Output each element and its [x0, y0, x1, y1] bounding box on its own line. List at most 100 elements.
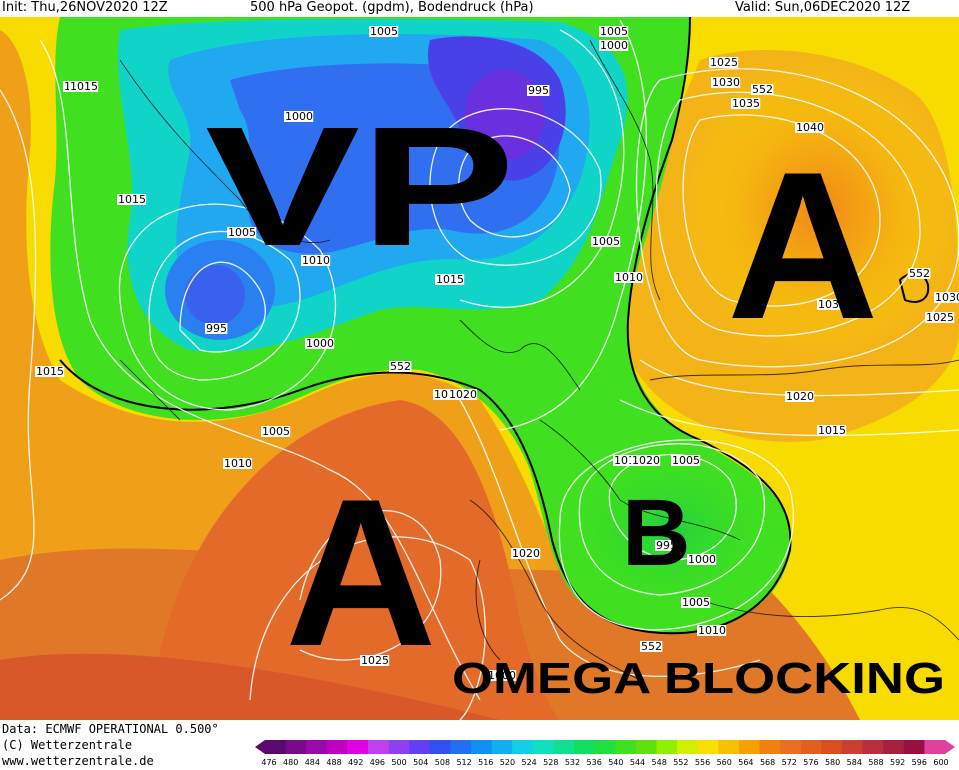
isobar-label-text: 1005: [370, 25, 398, 38]
isobar-label-text: 1025: [710, 56, 738, 69]
colorbar-tick-label: 512: [456, 758, 471, 767]
colorbar-swatch: [429, 740, 451, 754]
isobar-label: 1005: [591, 235, 621, 248]
colorbar: 476 480 484 488 492 496 500 504 508 512 516 520 524 5…: [255, 740, 955, 767]
isobar-label-text: 1005: [262, 425, 290, 438]
isobar-label-text: 1020: [786, 390, 814, 403]
colorbar-swatch: [924, 740, 946, 754]
east-high-label: A: [727, 128, 879, 363]
colorbar-swatch: [532, 740, 554, 754]
isobar-label: 552: [640, 640, 663, 653]
isobar-label: 1000: [599, 39, 629, 52]
colorbar-tick-label: 556: [695, 758, 710, 767]
isobar-label-text: 1020: [512, 547, 540, 560]
isobar-label-text: 1005: [672, 454, 700, 467]
isobar-label-text: 1010: [302, 254, 330, 267]
isobar-label: 1030: [934, 291, 959, 304]
isobar-label: 1020: [448, 388, 478, 401]
isobar-label-text: 552: [390, 360, 411, 373]
isobar-label: 1000: [284, 110, 314, 123]
colorbar-tick-label: 564: [738, 758, 753, 767]
colorbar-tick-label: 592: [890, 758, 905, 767]
isobar-label: 1030: [711, 76, 741, 89]
colorbar-tick-label: 596: [912, 758, 927, 767]
isobar-label: 1040: [795, 121, 825, 134]
isobar-label-text: 1000: [285, 110, 313, 123]
isobar-label-text: 1030: [712, 76, 740, 89]
isobar-label: 1010: [223, 457, 253, 470]
colorbar-swatch: [471, 740, 493, 754]
colorbar-swatch: [903, 740, 925, 754]
isobar-label-text: 995: [206, 322, 227, 335]
isobar-label: 552: [751, 83, 774, 96]
isobar-label: 1010: [697, 624, 727, 637]
isobar-label: 1015: [35, 365, 65, 378]
colorbar-tick-label: 488: [326, 758, 341, 767]
colorbar-tick-label: 476: [261, 758, 276, 767]
colorbar-tick-label: 500: [391, 758, 406, 767]
isobar-label-text: 1015: [818, 424, 846, 437]
isobar-label: 1000: [487, 669, 517, 682]
colorbar-swatch: [347, 740, 369, 754]
isobar-label-text: 1000: [688, 553, 716, 566]
colorbar-swatch: [491, 740, 513, 754]
colorbar-swatch: [285, 740, 307, 754]
colorbar-swatch: [841, 740, 864, 754]
colorbar-swatch: [450, 740, 472, 754]
colorbar-tick-label: 532: [565, 758, 580, 767]
isobar-label-text: 1015: [118, 193, 146, 206]
isobar-label: 1010: [614, 271, 644, 284]
colorbar-tick-label: 492: [348, 758, 363, 767]
isobar-label: 1015: [435, 273, 465, 286]
isobar-label-text: 1020: [632, 454, 660, 467]
isobar-label-text: 1010: [615, 271, 643, 284]
colorbar-tick-label: 516: [478, 758, 493, 767]
isobar-label: 1025: [360, 654, 390, 667]
colorbar-swatch: [656, 740, 678, 754]
isobar-label-text: 1010: [698, 624, 726, 637]
isobar-label: 995: [527, 84, 550, 97]
isobar-label-text: 1040: [796, 121, 824, 134]
polar-vortex-label: VP: [205, 92, 515, 282]
colorbar-swatch: [862, 740, 884, 754]
isobar-label-text: 1020: [449, 388, 477, 401]
isobar-label: 1005: [369, 25, 399, 38]
map-canvas: 1005 100510001000995102510305521035104010…: [0, 17, 959, 720]
ridge-west-core: [150, 400, 560, 720]
isobar-label: 995: [655, 539, 678, 552]
valid-time: Valid: Sun,06DEC2020 12Z: [735, 0, 911, 15]
omega-blocking-label: OMEGA BLOCKING: [452, 654, 945, 703]
isobar-label-text: 1005: [592, 235, 620, 248]
colorbar-swatch: [388, 740, 410, 754]
map-footer: Data: ECMWF OPERATIONAL 0.500° (C) Wette…: [0, 720, 959, 770]
vortex-purple: [465, 70, 545, 160]
colorbar-swatch: [265, 740, 287, 754]
east-high-core: [680, 60, 959, 360]
colorbar-tick-label: 540: [608, 758, 623, 767]
colorbar-tick-label: 480: [283, 758, 298, 767]
isobar-label: 552: [908, 267, 931, 280]
isobar-label-text: 1015: [36, 365, 64, 378]
colorbar-tick-label: 544: [630, 758, 645, 767]
colorbar-swatch: [759, 740, 781, 754]
colorbar-swatch: [821, 740, 843, 754]
colorbar-swatch: [738, 740, 761, 754]
isobar-label-text: 995: [528, 84, 549, 97]
colorbar-tick-label: 520: [500, 758, 515, 767]
weather-map: 1005 1005 1000 1000 995 1025 1030 552 1035 1040 10…: [0, 17, 959, 720]
isobar-label: 552: [389, 360, 412, 373]
colorbar-tick-label: 572: [782, 758, 797, 767]
isobar-label-text: 1000: [306, 337, 334, 350]
colorbar-swatch: [677, 740, 699, 754]
colorbar-tick-label: 552: [673, 758, 688, 767]
colorbar-tick-label: 580: [825, 758, 840, 767]
colorbar-left-arrow: [255, 740, 265, 754]
isobar-label: 1035: [817, 298, 847, 311]
isobar-label-text: 1025: [361, 654, 389, 667]
data-source: Data: ECMWF OPERATIONAL 0.500°: [2, 722, 219, 736]
isobar-label: 1025: [925, 311, 955, 324]
website: www.wetterzentrale.de: [2, 754, 154, 768]
isobar-label: 1015: [69, 80, 99, 93]
isobar-labels: 1005 100510001000995102510305521035104010…: [35, 25, 959, 682]
isobar-label: 1040: [809, 268, 839, 281]
